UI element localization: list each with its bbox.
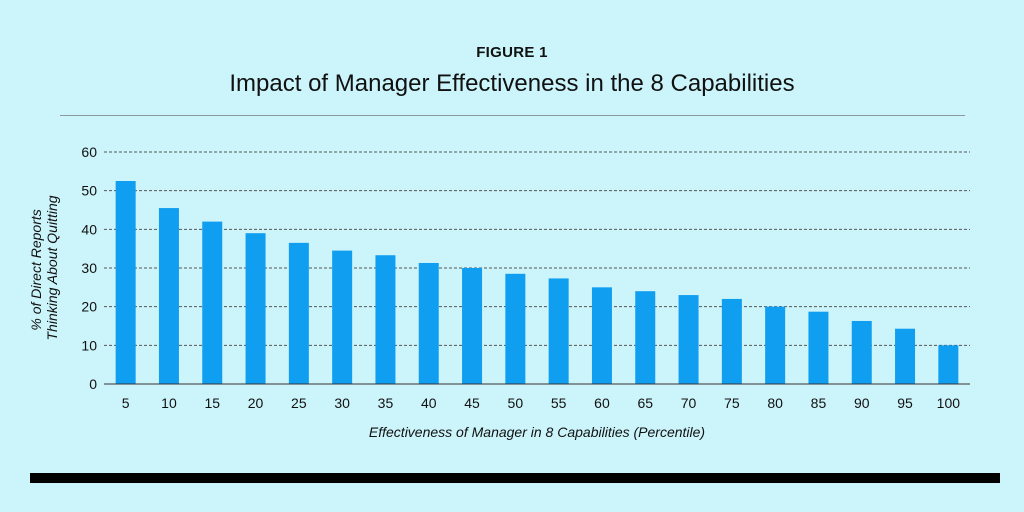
y-tick-label: 20 [81, 299, 97, 315]
bar-85 [808, 311, 829, 384]
bar-80 [765, 306, 786, 384]
x-axis-label: Effectiveness of Manager in 8 Capabiliti… [369, 424, 705, 440]
bar-25 [288, 242, 309, 384]
x-tick-label: 10 [161, 395, 177, 411]
bottom-rule [30, 473, 1000, 483]
y-tick-label: 40 [81, 221, 97, 237]
bar-70 [678, 295, 699, 384]
bar-55 [548, 278, 569, 384]
bar-100 [938, 345, 959, 384]
x-tick-label: 30 [334, 395, 350, 411]
x-tick-label: 90 [854, 395, 870, 411]
x-tick-label: 35 [378, 395, 394, 411]
y-axis-label-line-1: % of Direct Reports [28, 209, 44, 330]
bar-15 [202, 221, 223, 384]
x-tick-label: 20 [248, 395, 264, 411]
title-divider [60, 115, 965, 116]
y-tick-label: 0 [89, 376, 97, 392]
gridlines [104, 151, 970, 346]
x-tick-label: 80 [767, 395, 783, 411]
y-axis-label: % of Direct Reports Thinking About Quitt… [28, 195, 60, 340]
bar-30 [332, 250, 353, 384]
bar-60 [591, 287, 612, 384]
x-tick-label: 55 [551, 395, 567, 411]
x-axis-ticks: 5 10 15 20 25 30 35 40 45 50 55 60 65 70 75 80 85 90 95 100 [122, 395, 960, 411]
x-tick-label: 60 [594, 395, 610, 411]
y-axis-ticks: 0 10 20 30 40 50 60 [81, 144, 97, 392]
bar-35 [375, 255, 396, 384]
bar-95 [895, 328, 916, 384]
x-tick-label: 85 [811, 395, 827, 411]
y-tick-label: 50 [81, 183, 97, 199]
bar-65 [635, 291, 656, 384]
bars [115, 181, 959, 384]
bar-75 [721, 298, 742, 384]
bar-20 [245, 233, 266, 384]
bar-5 [115, 181, 136, 384]
y-tick-label: 10 [81, 337, 97, 353]
bar-90 [851, 320, 872, 384]
chart-title: Impact of Manager Effectiveness in the 8… [229, 70, 795, 97]
x-tick-label: 65 [637, 395, 653, 411]
y-tick-label: 30 [81, 260, 97, 276]
x-tick-label: 95 [897, 395, 913, 411]
x-tick-label: 5 [122, 395, 130, 411]
x-tick-label: 45 [464, 395, 480, 411]
x-tick-label: 15 [204, 395, 220, 411]
x-tick-label: 75 [724, 395, 740, 411]
x-tick-label: 70 [681, 395, 697, 411]
bar-50 [505, 273, 526, 384]
x-tick-label: 50 [508, 395, 524, 411]
x-tick-label: 100 [937, 395, 961, 411]
y-axis-label-line-2: Thinking About Quitting [44, 195, 60, 340]
x-tick-label: 40 [421, 395, 437, 411]
figure-label: FIGURE 1 [476, 44, 548, 61]
x-tick-label: 25 [291, 395, 307, 411]
y-tick-label: 60 [81, 144, 97, 160]
bar-10 [158, 208, 179, 384]
bar-40 [418, 262, 439, 384]
bar-45 [462, 268, 483, 384]
